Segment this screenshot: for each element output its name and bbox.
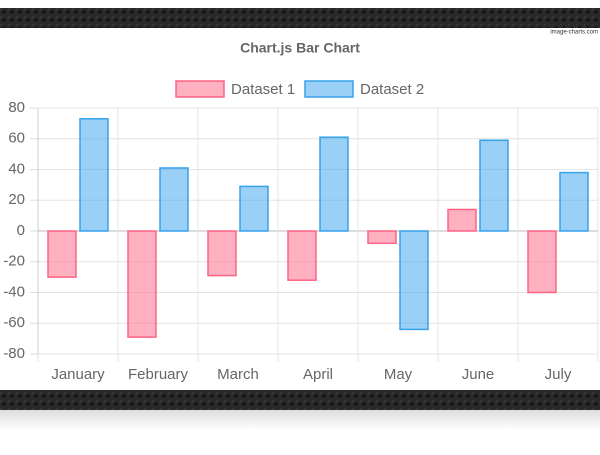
y-tick-label: -40 — [3, 283, 25, 300]
legend-swatch — [175, 80, 225, 98]
legend-label: Dataset 1 — [231, 81, 295, 98]
y-tick-label: -80 — [3, 345, 25, 362]
chart: -80 -60 -40 -20 0 20 40 60 80 January February Marc… — [3, 80, 599, 383]
bar — [79, 118, 109, 232]
bar — [399, 230, 429, 331]
bar — [127, 230, 157, 338]
legend-swatch — [304, 80, 354, 98]
x-tick-label: January — [51, 366, 105, 383]
y-tick-label: 80 — [8, 99, 25, 116]
shadow — [0, 410, 600, 430]
bar — [159, 167, 189, 232]
bar — [287, 230, 317, 281]
x-tick-label: April — [303, 366, 333, 383]
y-tick-label: -60 — [3, 314, 25, 331]
y-tick-label: 0 — [17, 222, 25, 239]
x-tick-label: May — [384, 366, 413, 383]
bar — [559, 171, 589, 232]
x-tick-label: March — [217, 366, 259, 383]
bar — [367, 230, 397, 245]
legend-label: Dataset 2 — [360, 81, 424, 98]
bottom-band — [0, 390, 600, 410]
y-tick-label: -20 — [3, 253, 25, 270]
bar — [239, 185, 269, 232]
y-tick-label: 60 — [8, 130, 25, 147]
bar — [319, 136, 349, 232]
bar — [447, 208, 477, 232]
bar — [47, 230, 77, 278]
bar — [479, 139, 509, 232]
bar — [527, 230, 557, 294]
chart-title: Chart.js Bar Chart — [240, 40, 360, 56]
watermark: image-charts.com — [550, 30, 598, 36]
y-tick-label: 20 — [8, 191, 25, 208]
x-tick-label: June — [462, 366, 495, 383]
y-tick-label: 40 — [8, 160, 25, 177]
bar — [207, 230, 237, 277]
top-band — [0, 8, 600, 28]
x-tick-label: July — [545, 366, 572, 383]
x-tick-label: February — [128, 366, 189, 383]
